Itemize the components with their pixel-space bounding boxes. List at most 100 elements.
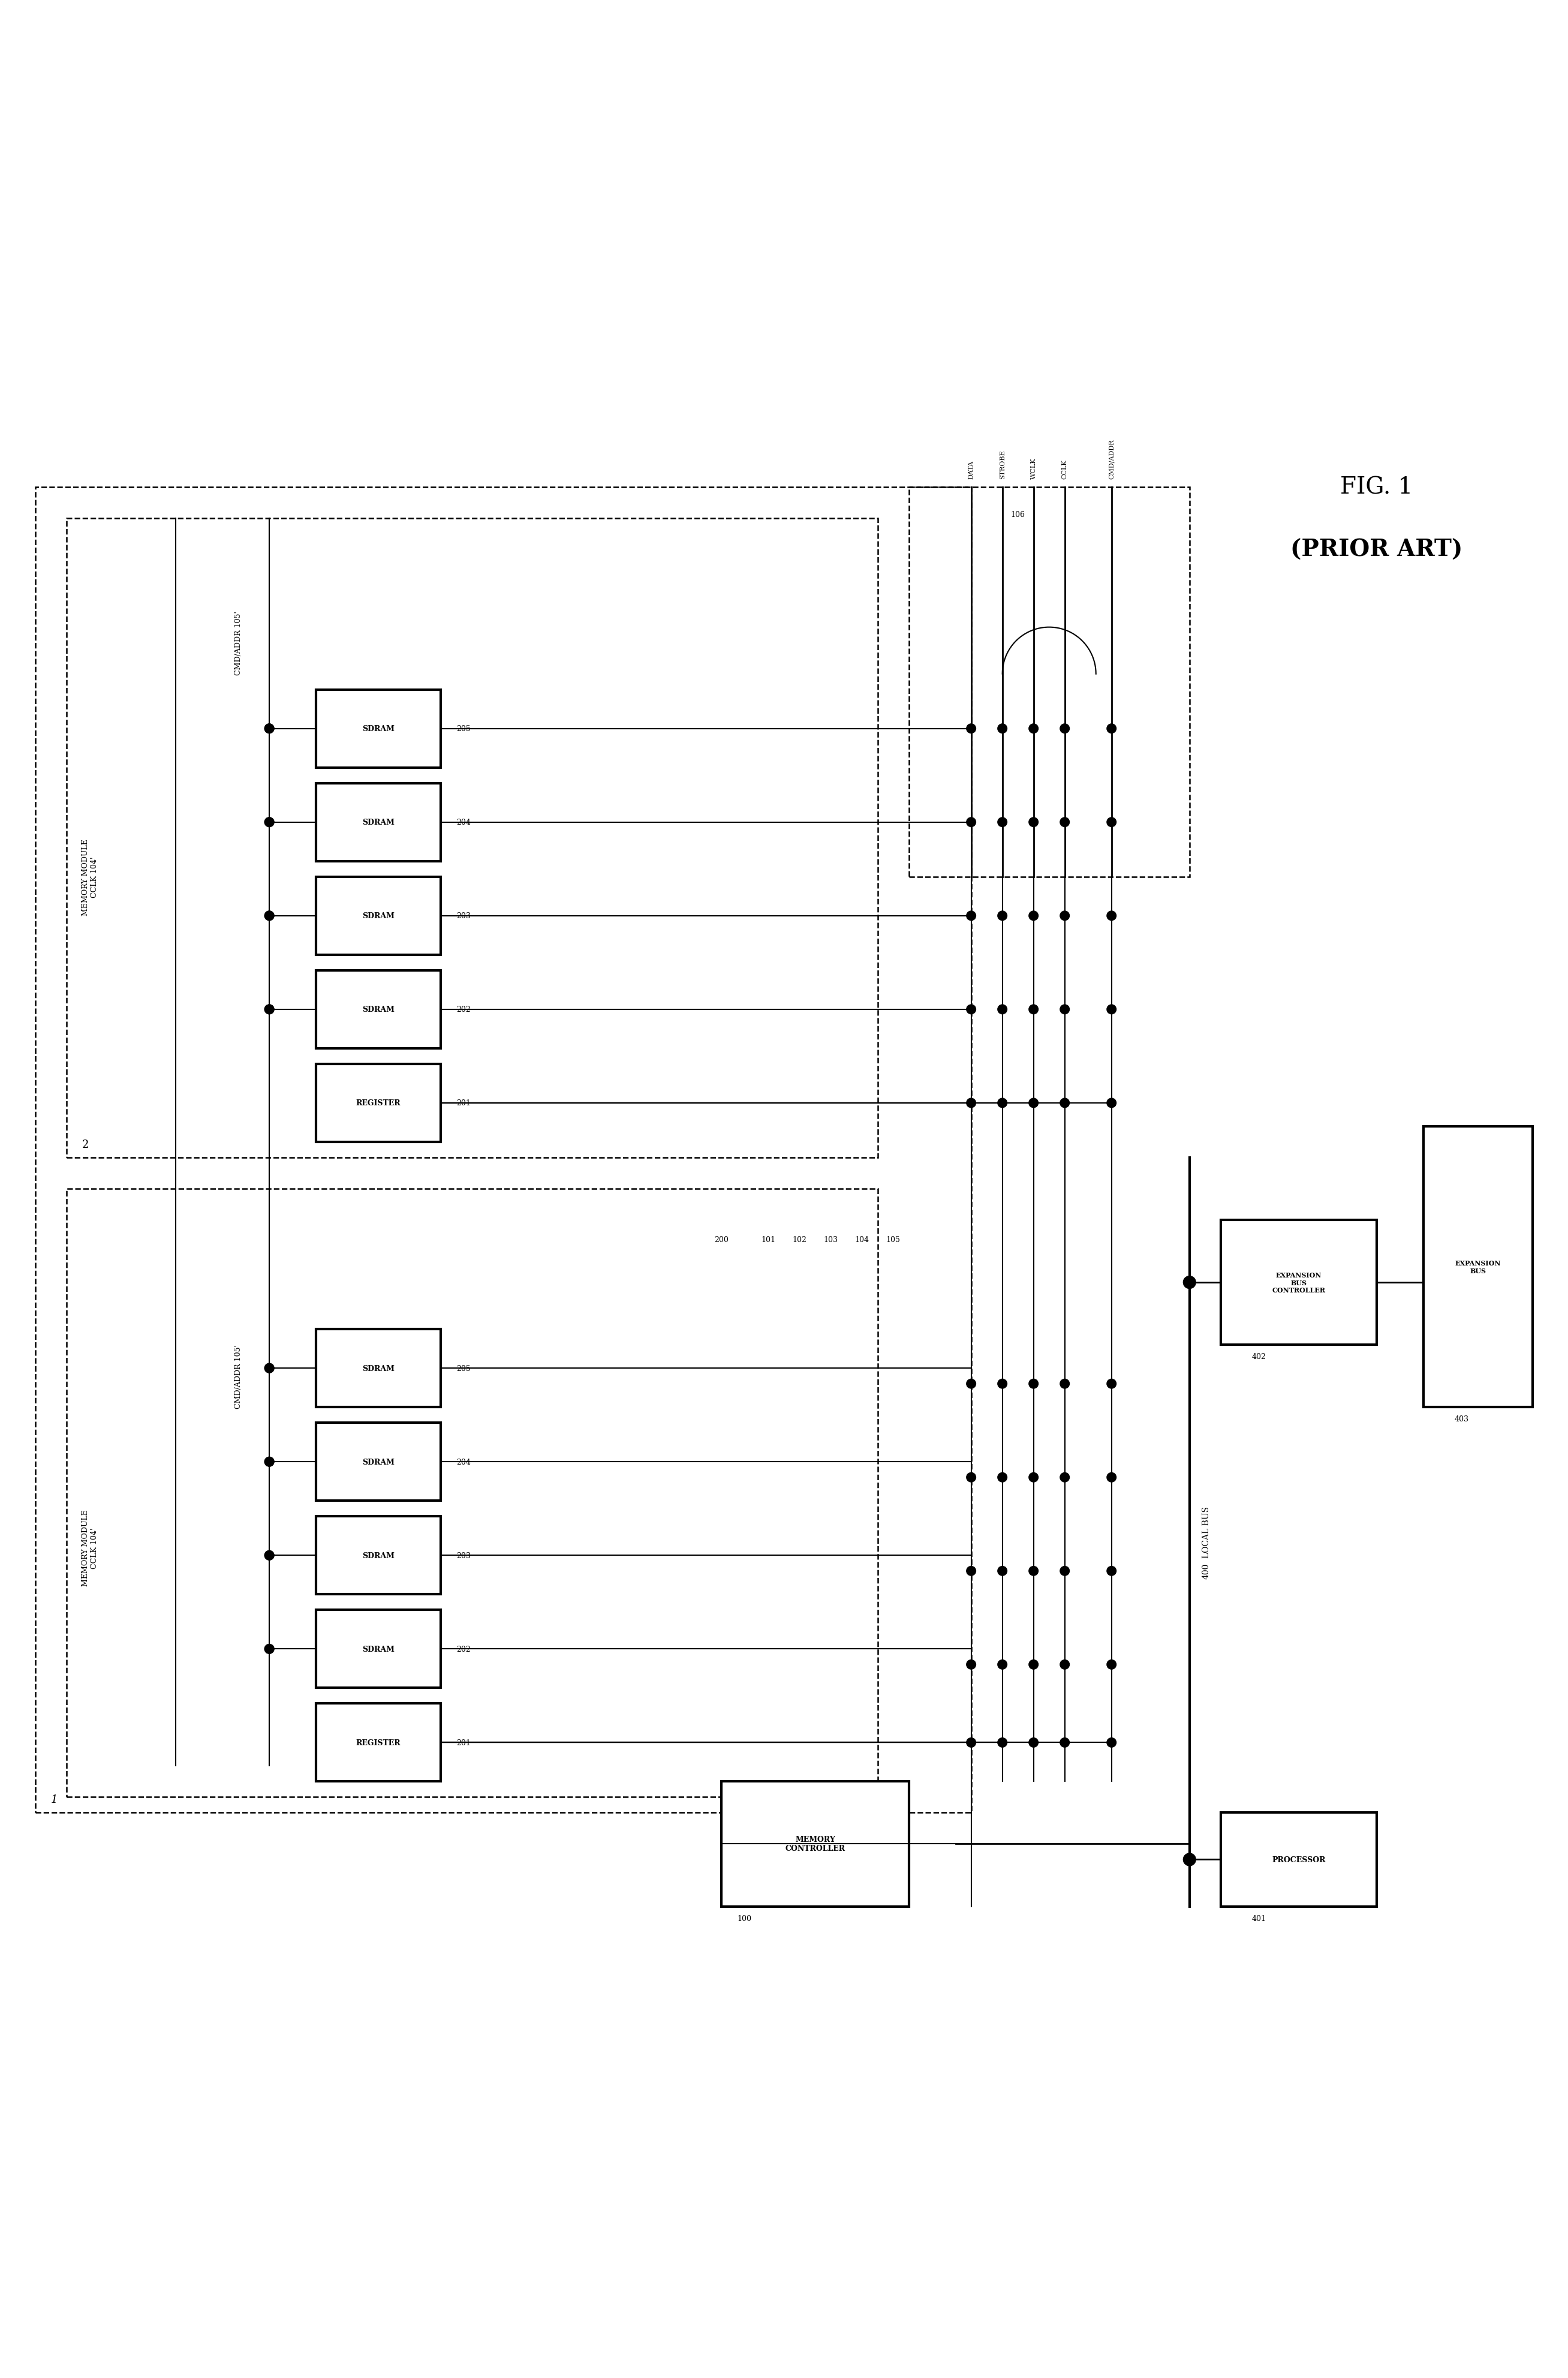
Circle shape (265, 911, 274, 920)
Circle shape (1184, 1852, 1196, 1867)
Text: FIG. 1: FIG. 1 (1341, 476, 1413, 499)
Circle shape (265, 725, 274, 732)
Circle shape (1107, 1738, 1116, 1748)
Circle shape (1029, 1006, 1038, 1015)
Circle shape (966, 911, 975, 920)
Text: 204: 204 (456, 1458, 470, 1465)
Text: 202: 202 (456, 1006, 470, 1013)
FancyBboxPatch shape (317, 877, 441, 956)
Text: MEMORY
CONTROLLER: MEMORY CONTROLLER (786, 1836, 845, 1852)
Text: 203: 203 (456, 913, 470, 920)
Circle shape (265, 1458, 274, 1467)
Circle shape (265, 1363, 274, 1372)
Text: REGISTER: REGISTER (356, 1738, 401, 1745)
Circle shape (1029, 818, 1038, 828)
Text: 201: 201 (456, 1738, 470, 1745)
Text: 1: 1 (50, 1795, 58, 1805)
Circle shape (997, 1099, 1007, 1108)
Circle shape (1029, 1738, 1038, 1748)
Text: CMD/ADDR: CMD/ADDR (1109, 440, 1115, 480)
FancyBboxPatch shape (1221, 1220, 1377, 1346)
Text: SDRAM: SDRAM (362, 1550, 395, 1560)
Circle shape (966, 1738, 975, 1748)
Text: MEMORY MODULE
CCLK 104': MEMORY MODULE CCLK 104' (82, 1510, 99, 1586)
Text: 102: 102 (792, 1237, 808, 1244)
FancyBboxPatch shape (317, 1329, 441, 1408)
Text: LOCAL BUS: LOCAL BUS (1203, 1505, 1210, 1558)
FancyBboxPatch shape (1424, 1127, 1532, 1408)
Circle shape (966, 1099, 975, 1108)
Circle shape (997, 818, 1007, 828)
Text: SDRAM: SDRAM (362, 818, 395, 828)
Circle shape (966, 818, 975, 828)
Text: PROCESSOR: PROCESSOR (1272, 1855, 1325, 1864)
Circle shape (1107, 1660, 1116, 1669)
Circle shape (265, 1458, 274, 1467)
Text: 103: 103 (823, 1237, 837, 1244)
Text: 204: 204 (456, 818, 470, 828)
Circle shape (997, 725, 1007, 732)
Text: CMD/ADDR 105': CMD/ADDR 105' (234, 1344, 241, 1408)
Circle shape (1060, 1099, 1069, 1108)
Text: 101: 101 (760, 1237, 776, 1244)
Circle shape (1060, 1379, 1069, 1389)
Circle shape (1029, 725, 1038, 732)
Circle shape (1060, 1567, 1069, 1577)
Circle shape (997, 1379, 1007, 1389)
Text: 106: 106 (1011, 511, 1025, 518)
FancyBboxPatch shape (1221, 1812, 1377, 1907)
Circle shape (966, 1660, 975, 1669)
Circle shape (997, 911, 1007, 920)
Circle shape (265, 1550, 274, 1560)
Text: EXPANSION
BUS
CONTROLLER: EXPANSION BUS CONTROLLER (1272, 1272, 1325, 1294)
Circle shape (1107, 818, 1116, 828)
Circle shape (997, 1660, 1007, 1669)
Circle shape (1107, 1567, 1116, 1577)
Circle shape (1029, 1660, 1038, 1669)
Text: STROBE: STROBE (999, 449, 1005, 480)
Circle shape (1029, 1379, 1038, 1389)
Circle shape (1060, 911, 1069, 920)
Circle shape (1029, 1099, 1038, 1108)
Text: REGISTER: REGISTER (356, 1099, 401, 1108)
Circle shape (966, 1472, 975, 1481)
Text: 100: 100 (737, 1914, 751, 1921)
Circle shape (1107, 1472, 1116, 1481)
FancyBboxPatch shape (317, 1517, 441, 1596)
Text: SDRAM: SDRAM (362, 913, 395, 920)
FancyBboxPatch shape (317, 970, 441, 1049)
Circle shape (1107, 911, 1116, 920)
Circle shape (265, 1006, 274, 1015)
Circle shape (1107, 1006, 1116, 1015)
Circle shape (1029, 911, 1038, 920)
Circle shape (1060, 1006, 1069, 1015)
Text: 200: 200 (715, 1237, 729, 1244)
Circle shape (1107, 1099, 1116, 1108)
Text: EXPANSION
BUS: EXPANSION BUS (1455, 1260, 1501, 1275)
Text: SDRAM: SDRAM (362, 725, 395, 732)
Circle shape (997, 1472, 1007, 1481)
Text: 104: 104 (855, 1237, 869, 1244)
Circle shape (265, 1646, 274, 1653)
Text: CCLK: CCLK (1062, 459, 1068, 480)
Text: 205: 205 (456, 725, 470, 732)
Circle shape (265, 725, 274, 732)
Circle shape (1060, 1738, 1069, 1748)
Text: 402: 402 (1251, 1353, 1267, 1360)
Text: SDRAM: SDRAM (362, 1006, 395, 1013)
Text: 203: 203 (456, 1550, 470, 1560)
Text: 105: 105 (886, 1237, 900, 1244)
Circle shape (1029, 1472, 1038, 1481)
Text: SDRAM: SDRAM (362, 1646, 395, 1653)
Text: SDRAM: SDRAM (362, 1365, 395, 1372)
Text: 202: 202 (456, 1646, 470, 1653)
Circle shape (966, 1006, 975, 1015)
Circle shape (265, 1550, 274, 1560)
Circle shape (265, 1363, 274, 1372)
FancyBboxPatch shape (317, 1703, 441, 1781)
Circle shape (1107, 1379, 1116, 1389)
Text: 400: 400 (1203, 1562, 1210, 1579)
Text: 205: 205 (456, 1365, 470, 1372)
Text: 201: 201 (456, 1099, 470, 1108)
FancyBboxPatch shape (317, 1422, 441, 1501)
